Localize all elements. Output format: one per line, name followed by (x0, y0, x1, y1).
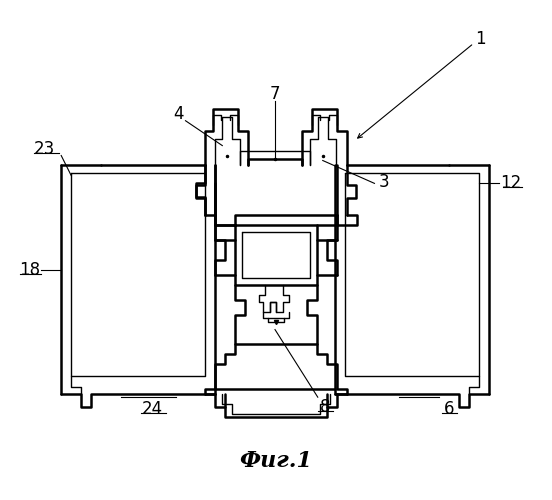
Text: 1: 1 (475, 30, 486, 48)
Text: 23: 23 (34, 140, 55, 158)
Text: 8: 8 (320, 398, 330, 416)
Text: 24: 24 (142, 400, 163, 418)
Text: 18: 18 (19, 261, 40, 279)
Text: 12: 12 (500, 174, 521, 192)
Text: Фиг.1: Фиг.1 (240, 450, 312, 472)
Text: 3: 3 (379, 174, 390, 192)
Text: 6: 6 (444, 400, 454, 418)
Text: 7: 7 (270, 85, 280, 103)
Text: 4: 4 (173, 105, 184, 123)
